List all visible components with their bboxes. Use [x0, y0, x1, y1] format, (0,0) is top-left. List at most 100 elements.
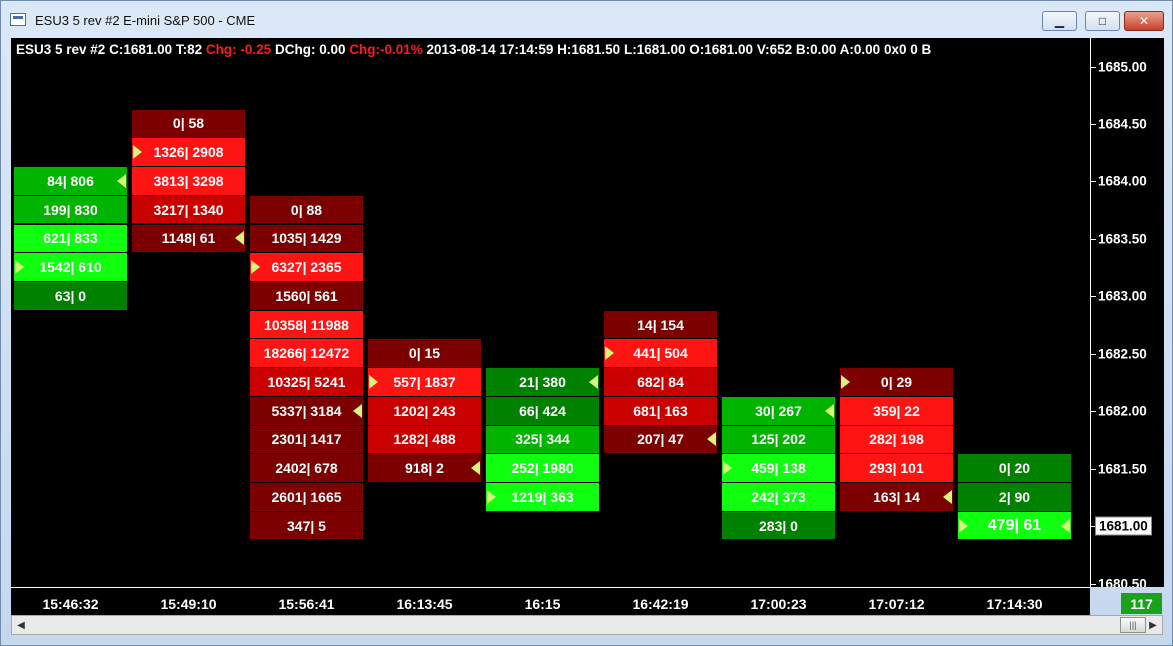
price-tick: [1091, 468, 1096, 470]
footprint-cell: 84| 806: [14, 167, 127, 196]
footprint-cell: 459| 138: [722, 454, 835, 483]
cell-volume-text: 0| 29: [880, 373, 913, 390]
price-label: 1682.00: [1098, 403, 1147, 419]
header-change-percent: Chg:-0.01%: [349, 42, 423, 57]
footprint-cell: 479| 61: [958, 511, 1071, 541]
footprint-cell: 293| 101: [840, 454, 953, 483]
header-high: H:1681.50: [557, 42, 621, 57]
time-label: 15:49:10: [160, 596, 217, 612]
close-marker-icon: [589, 374, 598, 389]
close-marker-icon: [235, 231, 244, 246]
cell-volume-text: 2601| 1665: [271, 488, 342, 505]
footprint-cell: 252| 1980: [486, 454, 599, 483]
cell-volume-text: 1326| 2908: [153, 144, 224, 161]
price-label: 1684.00: [1098, 173, 1147, 189]
horizontal-scrollbar[interactable]: ◀ ||| ▶: [11, 615, 1163, 635]
cell-volume-text: 293| 101: [869, 460, 924, 477]
minimize-button[interactable]: ▁: [1042, 11, 1077, 31]
footprint-cell: 682| 84: [604, 368, 717, 397]
price-tick: [1091, 411, 1096, 413]
footprint-cell: 6327| 2365: [250, 253, 363, 282]
cell-volume-text: 0| 58: [172, 115, 205, 132]
footprint-cell: 1326| 2908: [132, 138, 245, 167]
header-bid: B:0.00: [795, 42, 837, 57]
time-label: 15:56:41: [278, 596, 335, 612]
footprint-cell: 0| 20: [958, 454, 1071, 483]
close-marker-icon: [117, 173, 126, 188]
numbers-bars-chart[interactable]: ESU3 5 rev #2 C:1681.00 T:82 Chg: -0.25 …: [11, 38, 1090, 587]
footprint-cell: 918| 2: [368, 454, 481, 483]
cell-volume-text: 242| 373: [751, 488, 806, 505]
maximize-button[interactable]: □: [1085, 11, 1120, 31]
time-axis[interactable]: 15:46:32 15:49:10 15:56:41 16:13:45 16:15 16:…: [11, 587, 1090, 616]
cell-volume-text: 1219| 363: [511, 488, 574, 505]
header-datetime: 2013-08-14 17:14:59: [426, 42, 554, 57]
header-change: Chg: -0.25: [205, 42, 272, 57]
cell-volume-text: 3813| 3298: [153, 172, 224, 189]
close-marker-icon: [707, 432, 716, 447]
footprint-cell: 10325| 5241: [250, 368, 363, 397]
cell-volume-text: 3217| 1340: [153, 201, 224, 218]
cell-volume-text: 125| 202: [751, 431, 806, 448]
price-label: 1685.00: [1098, 59, 1147, 74]
footprint-cell: 2301| 1417: [250, 425, 363, 455]
cell-volume-text: 325| 344: [515, 431, 570, 448]
open-marker-icon: [369, 374, 378, 389]
cell-volume-text: 21| 380: [519, 373, 566, 390]
open-marker-icon: [133, 145, 142, 160]
time-label: 17:00:23: [750, 596, 807, 612]
price-tick: [1091, 296, 1096, 298]
footprint-cell: 325| 344: [486, 425, 599, 455]
cell-volume-text: 1542| 610: [39, 259, 102, 276]
cell-volume-text: 621| 833: [43, 230, 98, 247]
current-price-label: 1681.00: [1095, 516, 1152, 536]
cell-volume-text: 63| 0: [54, 287, 87, 304]
open-marker-icon: [723, 461, 732, 476]
footprint-cell: 1035| 1429: [250, 224, 363, 254]
footprint-cell: 2601| 1665: [250, 483, 363, 512]
price-tick: [1091, 181, 1096, 183]
close-marker-icon: [825, 403, 834, 418]
footprint-cell: 681| 163: [604, 396, 717, 426]
header-ticks: T:82: [175, 42, 203, 57]
price-label: 1681.50: [1098, 461, 1147, 477]
scroll-right-arrow-icon[interactable]: ▶: [1149, 619, 1157, 631]
footprint-cell: 283| 0: [722, 511, 835, 541]
scroll-left-arrow-icon[interactable]: ◀: [17, 619, 25, 631]
cell-volume-text: 479| 61: [987, 516, 1042, 534]
footprint-cell: 163| 14: [840, 483, 953, 512]
cell-volume-text: 347| 5: [287, 517, 326, 534]
footprint-cell: 21| 380: [486, 368, 599, 397]
footprint-cell: 1560| 561: [250, 281, 363, 311]
close-button[interactable]: ✕: [1124, 11, 1164, 31]
scroll-thumb[interactable]: |||: [1120, 617, 1146, 633]
footprint-cell: 0| 58: [132, 109, 245, 139]
open-marker-icon: [487, 489, 496, 504]
footprint-cell: 242| 373: [722, 483, 835, 512]
footprint-cell: 3217| 1340: [132, 195, 245, 225]
header-ask: A:0.00: [839, 42, 881, 57]
footprint-cell: 18266| 12472: [250, 339, 363, 369]
price-tick: [1091, 353, 1096, 355]
price-tick: [1091, 66, 1096, 68]
price-label: 1684.50: [1098, 116, 1147, 132]
header-close: C:1681.00: [109, 42, 173, 57]
cell-volume-text: 163| 14: [873, 488, 920, 505]
header-low: L:1681.00: [623, 42, 686, 57]
title-bar[interactable]: ESU3 5 rev #2 E-mini S&P 500 - CME ▁ □ ✕: [1, 1, 1172, 37]
window-title: ESU3 5 rev #2 E-mini S&P 500 - CME: [35, 13, 256, 28]
footprint-cell: 2402| 678: [250, 454, 363, 483]
cell-volume-text: 0| 15: [408, 345, 441, 362]
cell-volume-text: 6327| 2365: [271, 259, 342, 276]
header-open: O:1681.00: [689, 42, 754, 57]
cell-volume-text: 18266| 12472: [263, 345, 350, 362]
close-marker-icon: [353, 403, 362, 418]
cell-volume-text: 10358| 11988: [264, 316, 349, 333]
cell-volume-text: 0| 20: [998, 460, 1031, 477]
cell-volume-text: 199| 830: [43, 201, 98, 218]
price-axis[interactable]: 1685.00 1684.50 1684.00 1683.50 1683.00 1682.…: [1090, 38, 1164, 587]
footprint-cell: 125| 202: [722, 425, 835, 455]
open-marker-icon: [959, 518, 968, 533]
footprint-cell: 207| 47: [604, 425, 717, 455]
price-label: 1683.50: [1098, 231, 1147, 247]
